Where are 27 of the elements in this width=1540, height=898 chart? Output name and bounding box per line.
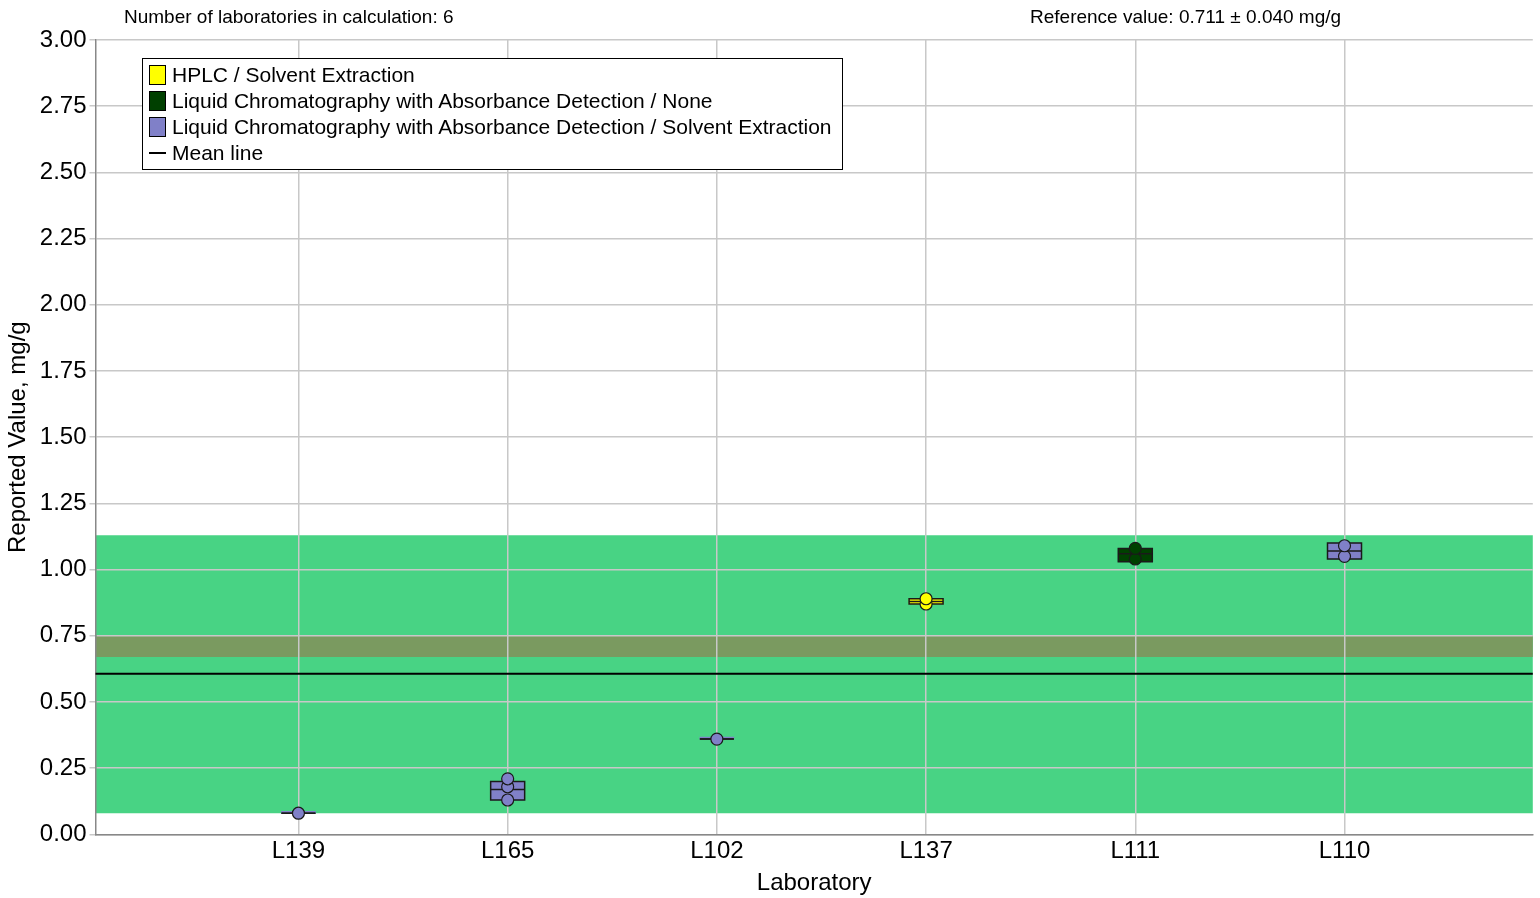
y-tick-label: 0.50 <box>39 686 87 714</box>
legend-label: Liquid Chromatography with Absorbance Detection / None <box>172 88 713 114</box>
y-axis-title: Reported Value, mg/g <box>3 321 31 554</box>
y-tick-label: 1.50 <box>39 421 87 449</box>
x-axis-title: Laboratory <box>756 868 872 896</box>
text: Reference value: 0.711 ± 0.040 mg/g <box>1030 6 1342 28</box>
x-tick-label: L102 <box>690 836 744 864</box>
x-tick-label: L165 <box>480 836 535 864</box>
y-tick-label: 0.25 <box>39 752 87 780</box>
y-tick-label: 1.00 <box>39 554 87 582</box>
y-tick-label: 2.00 <box>39 289 87 317</box>
y-tick-label: 2.75 <box>39 90 87 118</box>
legend-label: HPLC / Solvent Extraction <box>172 62 415 88</box>
x-tick-label: L137 <box>899 836 953 864</box>
x-tick-label: L111 <box>1110 836 1161 864</box>
legend-label: Mean line <box>172 140 264 166</box>
y-tick-label: 0.00 <box>39 819 87 847</box>
legend-label: Liquid Chromatography with Absorbance Detection / Solvent Extraction <box>172 114 832 140</box>
text: Number of laboratories in calculation: 6 <box>124 6 454 28</box>
x-tick-label: L110 <box>1318 836 1371 864</box>
y-tick-label: 0.75 <box>39 620 87 648</box>
y-tick-label: 2.50 <box>39 157 87 185</box>
x-tick-label: L139 <box>271 836 326 864</box>
y-tick-label: 2.25 <box>39 223 87 251</box>
y-tick-label: 1.75 <box>39 355 87 383</box>
y-tick-label: 3.00 <box>39 24 87 52</box>
y-tick-label: 1.25 <box>39 488 87 516</box>
